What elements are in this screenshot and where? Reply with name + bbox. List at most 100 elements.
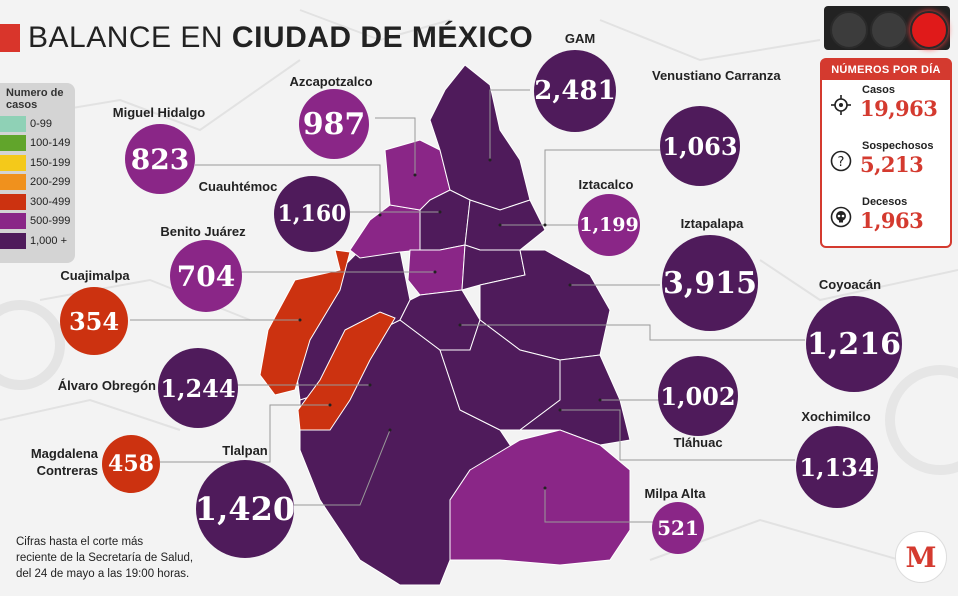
label-magdalena-line1: Magdalena — [30, 446, 98, 461]
legend-swatch — [0, 154, 26, 171]
label-venustiano-carranza: Venustiano Carranza — [652, 68, 781, 83]
milenio-logo: M — [895, 531, 947, 583]
label-milpa-alta: Milpa Alta — [644, 486, 706, 501]
label-cuajimalpa: Cuajimalpa — [60, 268, 130, 283]
label-coyoacan: Coyoacán — [818, 277, 882, 292]
stat-value: 5,213 — [860, 152, 924, 177]
label-iztacalco: Iztacalco — [578, 177, 634, 192]
legend-swatch — [0, 115, 26, 132]
label-xochimilco: Xochimilco — [801, 409, 871, 424]
svg-text:?: ? — [838, 155, 845, 170]
bubble-alvaro-obregon: 1,244 — [158, 348, 238, 428]
legend-item: 200-299 — [0, 173, 75, 193]
label-iztapalapa: Iztapalapa — [680, 216, 744, 231]
title-bold: CIUDAD DE MÉXICO — [231, 21, 534, 54]
leader-coyoacan — [460, 324, 805, 341]
label-miguel-hidalgo: Miguel Hidalgo — [112, 105, 206, 120]
legend-swatch — [0, 174, 26, 191]
legend-item: 0-99 — [0, 114, 75, 134]
bubble-iztacalco: 1,199 — [578, 194, 640, 256]
stat-label: Decesos — [862, 196, 908, 208]
bubble-tlalpan: 1,420 — [195, 460, 295, 558]
traffic-light-red — [910, 11, 948, 49]
leader-miguel-hidalgo — [195, 164, 381, 215]
bubble-magdalena-contreras: 458 — [102, 435, 160, 493]
leader-venustiano-carranza — [544, 149, 660, 225]
legend-label: 500-999 — [30, 215, 71, 228]
page-title: BALANCE EN CIUDAD DE MÉXICO — [0, 18, 533, 58]
legend-swatch — [0, 135, 26, 152]
label-magdalena-contreras: Magdalena Contreras — [8, 445, 98, 479]
legend-item: 150-199 — [0, 153, 75, 173]
leader-tlalpan — [290, 429, 391, 506]
legend-label: 0-99 — [30, 117, 53, 130]
footnote-line1: Cifras hasta el corte más — [16, 536, 144, 548]
leader-azcapotzalco — [375, 117, 416, 175]
stat-casos: Casos 19,963 — [828, 84, 946, 130]
label-magdalena-line2: Contreras — [36, 463, 98, 478]
legend-swatch — [0, 193, 26, 210]
legend-label: 100-149 — [30, 137, 71, 150]
map-benito-juarez — [407, 244, 466, 296]
map-magdalena-contreras — [297, 311, 396, 431]
bubble-venustiano-carranza: 1,063 — [660, 106, 740, 186]
title-accent-bar — [0, 24, 20, 52]
map-milpa-alta — [449, 429, 631, 566]
label-gam: GAM — [564, 31, 596, 46]
bubble-cuauhtemoc: 1,160 — [274, 176, 350, 252]
stat-sospechosos: ? Sospechosos 5,213 — [828, 140, 946, 186]
daily-numbers-panel: NÚMEROS POR DÍA Casos 19,963 ? Sospechos… — [820, 58, 952, 248]
legend-item: 1,000 + — [0, 231, 75, 251]
label-cuauhtemoc: Cuauhtémoc — [198, 179, 278, 194]
leader-milpa-alta — [544, 488, 655, 523]
logo-mark: M — [902, 538, 940, 576]
map-cuajimalpa — [259, 249, 351, 396]
bubble-iztapalapa: 3,915 — [662, 235, 758, 331]
footnote-line2: reciente de la Secretaría de Salud, — [16, 552, 194, 564]
traffic-light-amber — [830, 11, 868, 49]
legend-swatch — [0, 232, 26, 249]
bubble-cuajimalpa: 354 — [60, 287, 128, 355]
legend-item: 100-149 — [0, 134, 75, 154]
stat-label: Sospechosos — [862, 140, 934, 152]
legend-item: 300-499 — [0, 192, 75, 212]
bubble-coyoacan: 1,216 — [806, 296, 902, 392]
traffic-light — [824, 6, 950, 50]
stat-value: 1,963 — [860, 208, 924, 233]
title-prefix: BALANCE EN — [28, 21, 232, 54]
bubble-gam: 2,481 — [534, 50, 616, 132]
panel-header: NÚMEROS POR DÍA — [822, 60, 950, 80]
legend-item: 500-999 — [0, 212, 75, 232]
label-benito-juarez: Benito Juárez — [160, 224, 246, 239]
stat-label: Casos — [862, 84, 896, 96]
bubble-benito-juarez: 704 — [170, 240, 242, 312]
legend-label: 1,000 + — [30, 234, 68, 247]
leader-xochimilco — [560, 409, 795, 461]
question-icon: ? — [830, 150, 852, 172]
traffic-light-green — [870, 11, 908, 49]
label-alvaro-obregon: Álvaro Obregón — [57, 378, 156, 393]
stat-value: 19,963 — [860, 96, 938, 121]
logo-letter: M — [906, 541, 937, 574]
footnote: Cifras hasta el corte más reciente de la… — [16, 534, 193, 582]
bubble-xochimilco: 1,134 — [796, 426, 878, 508]
bubble-miguel-hidalgo: 823 — [125, 124, 195, 194]
label-tlahuac: Tláhuac — [673, 435, 723, 450]
bubble-tlahuac: 1,002 — [658, 356, 738, 436]
legend-label: 300-499 — [30, 195, 71, 208]
leader-magdalena-contreras — [160, 404, 330, 463]
legend-title: Numero de casos — [6, 87, 64, 111]
footnote-line3: del 24 de mayo a las 19:00 horas. — [16, 568, 190, 580]
bubble-milpa-alta: 521 — [652, 502, 704, 554]
legend-label: 150-199 — [30, 156, 71, 169]
skull-icon — [830, 206, 852, 228]
legend: Numero de casos 0-99 100-149 150-199 200… — [0, 83, 75, 263]
legend-label: 200-299 — [30, 176, 71, 189]
virus-icon — [831, 95, 851, 115]
label-tlalpan: Tlalpan — [222, 443, 268, 458]
bubble-azcapotzalco: 987 — [299, 89, 369, 159]
leader-gam — [489, 89, 530, 160]
legend-swatch — [0, 213, 26, 230]
stat-decesos: Decesos 1,963 — [828, 196, 946, 242]
